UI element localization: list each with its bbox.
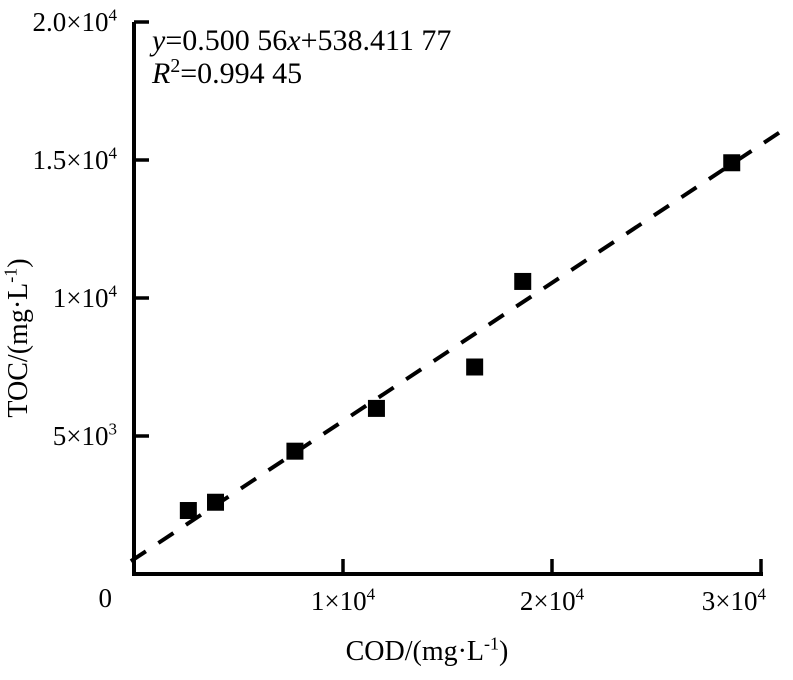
x-axis: 1×104 2×104 3×104 bbox=[311, 559, 767, 616]
x-axis-title: COD/(mg·L-1) bbox=[346, 633, 509, 667]
y-axis-title: TOC/(mg·L-1) bbox=[0, 258, 34, 417]
origin-label: 0 bbox=[99, 583, 113, 613]
data-point bbox=[286, 442, 304, 460]
y-tick-label: 1×104 bbox=[53, 282, 118, 313]
x-tick-label: 1×104 bbox=[311, 585, 376, 616]
data-point bbox=[179, 502, 197, 520]
data-point bbox=[466, 358, 484, 376]
data-point bbox=[367, 399, 385, 417]
x-tick-label: 3×104 bbox=[702, 585, 767, 616]
data-point bbox=[207, 493, 225, 511]
data-points bbox=[179, 154, 741, 520]
y-axis: 5×103 1×104 1.5×104 2.0×104 bbox=[33, 6, 149, 451]
y-tick-label: 2.0×104 bbox=[33, 6, 118, 37]
data-point bbox=[723, 154, 741, 172]
y-tick-label: 5×103 bbox=[53, 420, 117, 451]
r-squared-text: R2=0.994 45 bbox=[151, 55, 302, 90]
data-point bbox=[514, 272, 532, 290]
x-tick-label: 2×104 bbox=[520, 585, 585, 616]
y-tick-label: 1.5×104 bbox=[33, 144, 118, 175]
fit-equation-text: y=0.500 56x+538.411 77 bbox=[149, 24, 451, 57]
